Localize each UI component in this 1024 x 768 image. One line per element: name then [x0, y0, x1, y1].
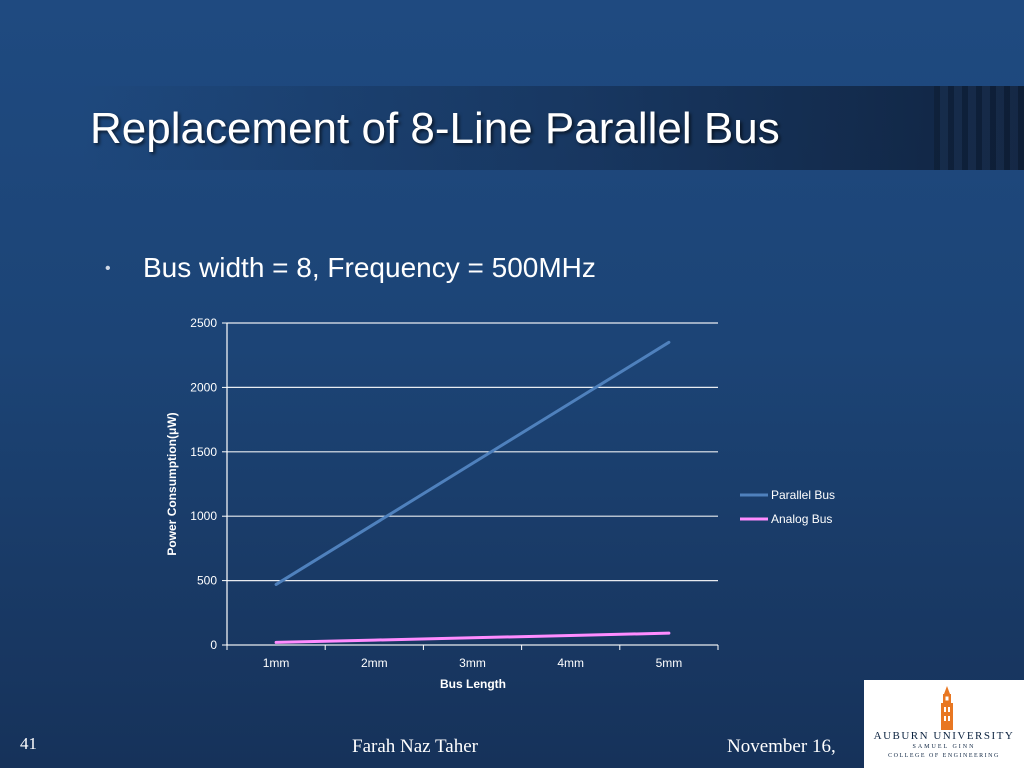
- x-tick-label: 5mm: [656, 656, 683, 670]
- chart-legend: Parallel Bus Analog Bus: [740, 488, 835, 526]
- logo-name: AUBURN UNIVERSITY: [873, 730, 1015, 742]
- footer-date: November 16,: [727, 736, 836, 757]
- chart-axes: 0 500 1000 1500 2000 2500 1mm 2mm 3mm 4mm 5mm: [190, 316, 719, 670]
- y-tick-label: 1000: [190, 509, 217, 523]
- title-band: [80, 86, 1024, 170]
- university-logo: AUBURN UNIVERSITY SAMUEL GINN COLLEGE OF…: [864, 680, 1024, 768]
- x-tick-label: 4mm: [557, 656, 584, 670]
- title-band-stripes: [934, 86, 1024, 170]
- bullet-marker: •: [105, 260, 111, 277]
- x-axis-label: Bus Length: [440, 677, 506, 691]
- y-tick-label: 500: [197, 574, 217, 588]
- y-tick-label: 2000: [190, 380, 217, 394]
- line-chart: 0 500 1000 1500 2000 2500 1mm 2mm 3mm 4mm 5mm Para…: [165, 316, 835, 691]
- chart-grid: [227, 322, 718, 646]
- logo-subtitle-1: SAMUEL GINN: [912, 744, 976, 750]
- tower-icon: [941, 686, 953, 730]
- chart-series: [274, 340, 671, 644]
- y-tick-label: 2500: [190, 316, 217, 330]
- y-axis-label: Power Consumption(μW): [165, 412, 179, 555]
- x-tick-label: 2mm: [361, 656, 388, 670]
- legend-label: Parallel Bus: [771, 488, 835, 502]
- x-tick-label: 3mm: [459, 656, 486, 670]
- y-tick-label: 1500: [190, 445, 217, 459]
- y-tick-label: 0: [210, 638, 217, 652]
- legend-label: Analog Bus: [771, 512, 832, 526]
- footer-author: Farah Naz Taher: [352, 736, 478, 757]
- slide-number: 41: [20, 734, 37, 753]
- x-tick-label: 1mm: [263, 656, 290, 670]
- logo-subtitle-2: COLLEGE OF ENGINEERING: [888, 753, 1000, 759]
- bullet-text: Bus width = 8, Frequency = 500MHz: [143, 252, 596, 283]
- slide-title: Replacement of 8-Line Parallel Bus: [90, 104, 780, 153]
